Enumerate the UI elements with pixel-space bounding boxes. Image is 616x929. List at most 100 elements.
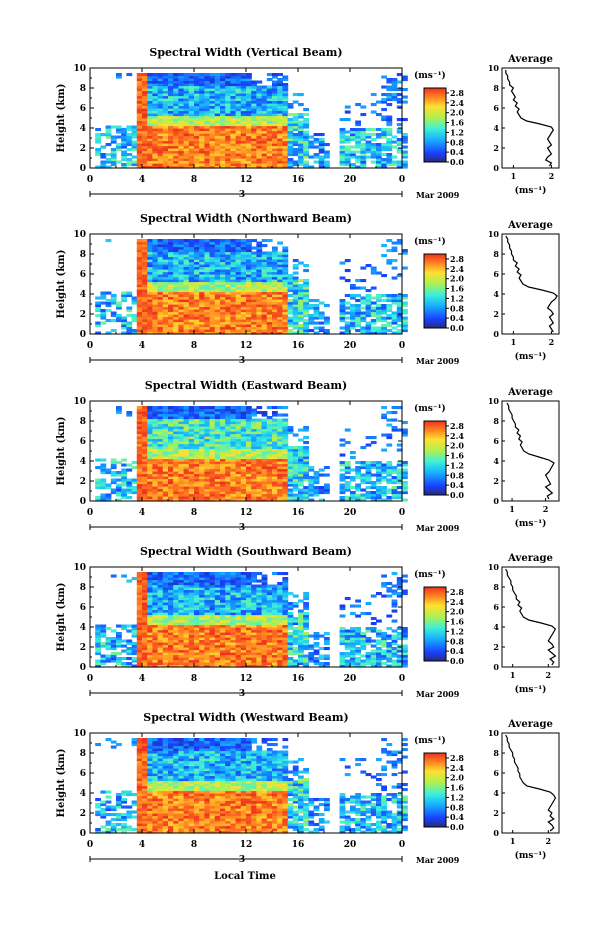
heatmap-cell — [381, 133, 387, 137]
heatmap-cell — [235, 254, 242, 258]
heatmap-cell — [220, 165, 226, 169]
heatmap-cell — [402, 138, 408, 142]
heatmap-cell — [292, 304, 299, 308]
heatmap-cell — [251, 83, 257, 87]
heatmap-cell — [199, 239, 205, 243]
heatmap-cell — [204, 138, 211, 142]
heatmap-cell — [402, 326, 408, 330]
heatmap-cell — [240, 304, 247, 308]
heatmap-cell — [225, 431, 231, 435]
heatmap-cell — [230, 155, 237, 159]
heatmap-cell — [194, 493, 200, 497]
heatmap-cell — [251, 120, 257, 124]
heatmap-cell — [381, 498, 387, 502]
heatmap-cell — [220, 261, 226, 265]
heatmap-cell — [277, 100, 283, 104]
heatmap-cell — [287, 311, 294, 315]
heatmap-cell — [376, 329, 382, 333]
heatmap-cell — [376, 471, 382, 475]
heatmap-cell — [157, 254, 164, 258]
heatmap-cell — [173, 259, 179, 263]
heatmap-cell — [152, 128, 159, 132]
heatmap-cell — [199, 296, 205, 300]
heatmap-cell — [292, 140, 299, 144]
heatmap-cell — [147, 456, 153, 460]
heatmap-cell — [142, 478, 148, 482]
heatmap-cell — [168, 486, 174, 490]
heatmap-cell — [152, 577, 159, 581]
heatmap-cell — [370, 153, 377, 157]
heatmap-cell — [251, 491, 257, 495]
heatmap-cell — [240, 448, 247, 452]
heatmap-cell — [188, 493, 195, 497]
heatmap-cell — [168, 100, 174, 104]
heatmap-cell — [142, 304, 148, 308]
heatmap-cell — [136, 80, 143, 84]
heatmap-cell — [246, 408, 252, 412]
heatmap-cell — [376, 145, 382, 149]
heatmap-cell — [235, 266, 242, 270]
heatmap-cell — [391, 481, 398, 485]
heatmap-cell — [235, 271, 242, 275]
heatmap-cell — [251, 483, 257, 487]
heatmap-cell — [282, 165, 289, 169]
heatmap-cell — [183, 406, 190, 410]
heatmap-cell — [152, 148, 159, 152]
heatmap-cell — [225, 115, 231, 119]
heatmap-cell — [355, 123, 361, 127]
heatmap-cell — [266, 324, 273, 328]
heatmap-cell — [105, 135, 112, 139]
heatmap-cell — [136, 326, 143, 330]
heatmap-cell — [152, 135, 159, 139]
heatmap-cell — [194, 125, 200, 129]
heatmap-cell — [303, 284, 309, 288]
heatmap-cell — [100, 321, 107, 325]
heatmap-cell — [225, 83, 231, 87]
heatmap-cell — [303, 466, 309, 470]
heatmap-cell — [266, 160, 273, 164]
heatmap-cell — [386, 496, 393, 500]
heatmap-cell — [292, 125, 299, 129]
heatmap-cell — [261, 110, 268, 114]
colorbar-tick-label: 0.8 — [450, 303, 464, 313]
heatmap-cell — [131, 301, 138, 305]
heatmap-cell — [261, 294, 268, 298]
heatmap-cell — [230, 115, 237, 119]
heatmap-cell — [204, 259, 211, 263]
heatmap-cell — [230, 276, 237, 280]
heatmap-cell — [168, 286, 174, 290]
heatmap-cell — [272, 284, 278, 288]
heatmap-cell — [261, 421, 268, 425]
heatmap-cell — [240, 98, 247, 102]
heatmap-cell — [235, 478, 242, 482]
heatmap-cell — [370, 473, 377, 477]
heatmap-cell — [188, 299, 195, 303]
heatmap-cell — [126, 148, 133, 152]
average-y-tick-label: 2 — [493, 476, 499, 486]
heatmap-cell — [142, 321, 148, 325]
heatmap-cell — [303, 426, 309, 430]
heatmap-cell — [147, 135, 153, 139]
heatmap-cell — [272, 133, 278, 137]
heatmap-cell — [162, 493, 169, 497]
heatmap-cell — [204, 155, 211, 159]
heatmap-cell — [391, 411, 398, 415]
x-tick-label: 20 — [344, 508, 357, 518]
heatmap-cell — [147, 639, 153, 643]
heatmap-cell — [142, 659, 148, 663]
heatmap-cell — [199, 436, 205, 440]
heatmap-cell — [152, 597, 159, 601]
heatmap-cell — [157, 85, 164, 89]
heatmap-cell — [183, 413, 190, 417]
heatmap-cell — [173, 73, 179, 77]
heatmap-cell — [246, 316, 252, 320]
heatmap-cell — [303, 488, 309, 492]
heatmap-cell — [162, 269, 169, 273]
heatmap-cell — [214, 456, 221, 460]
heatmap-cell — [230, 421, 237, 425]
heatmap-cell — [230, 331, 237, 335]
heatmap-cell — [194, 329, 200, 333]
heatmap-cell — [287, 125, 294, 129]
heatmap-cell — [162, 481, 169, 485]
